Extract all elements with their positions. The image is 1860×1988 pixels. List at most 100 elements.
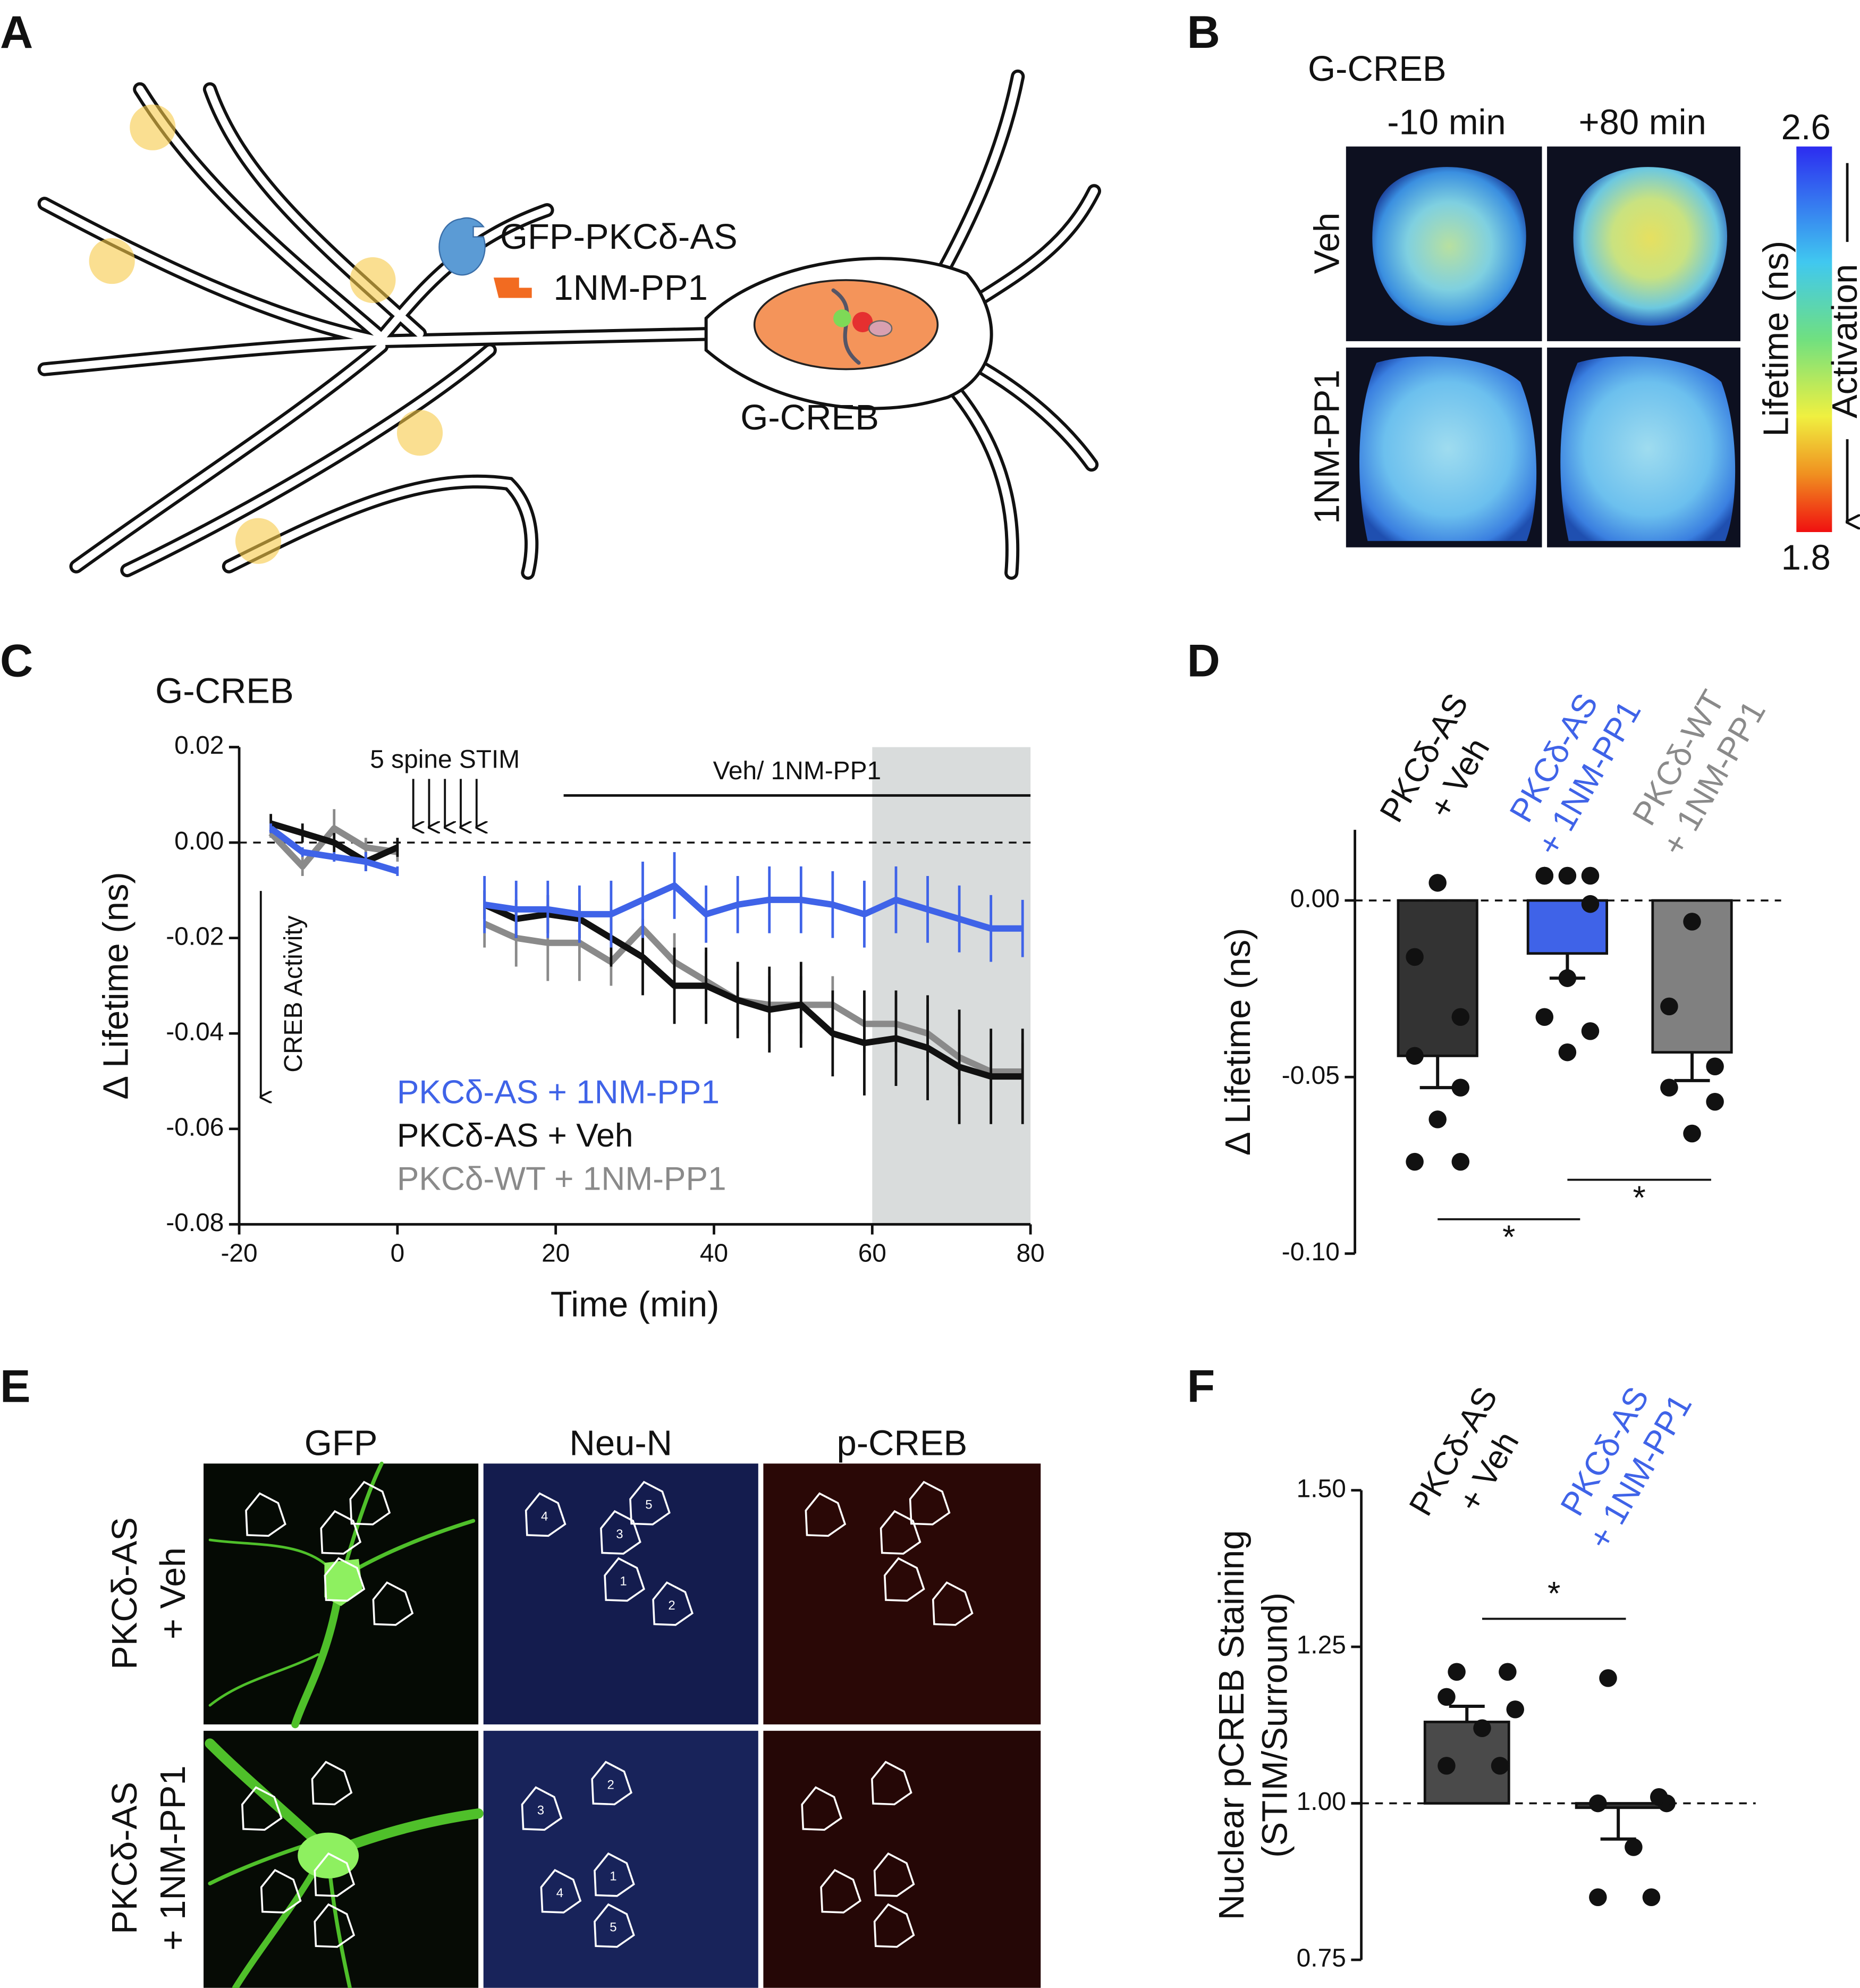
row-label: + Veh (153, 1547, 193, 1639)
roi-outline (880, 1510, 921, 1555)
roi-outline (314, 1903, 356, 1948)
column-label: p-CREB (836, 1423, 967, 1463)
treatment-label: Veh/ 1NM-PP1 (713, 757, 882, 785)
microscopy-images (204, 1461, 1041, 1988)
y-tick-label: 1.25 (1297, 1631, 1346, 1660)
roi-outline (245, 1492, 286, 1537)
flim-images (1346, 146, 1847, 547)
data-point (1642, 1888, 1661, 1907)
roi-outline (871, 1760, 912, 1806)
y-tick-label: 0.75 (1297, 1944, 1346, 1973)
data-point (1506, 1700, 1524, 1719)
roi-outline (314, 1852, 356, 1897)
data-point (1683, 1124, 1701, 1143)
roi-label: 5 (645, 1498, 652, 1512)
data-point (1406, 1152, 1424, 1171)
chart-title: G-CREB (155, 671, 294, 711)
data-point (1491, 1757, 1509, 1775)
roi-outline (594, 1903, 635, 1948)
roi-label: 1 (610, 1869, 616, 1884)
roi-outline (883, 1557, 925, 1602)
roi-outline (525, 1492, 567, 1537)
roi-outline (372, 1581, 414, 1626)
y-tick-label: -0.06 (166, 1113, 224, 1141)
data-point (1448, 1663, 1466, 1681)
column-label: -10 min (1387, 103, 1506, 142)
data-point (1558, 866, 1577, 885)
data-point (1499, 1663, 1517, 1681)
roi-outline (349, 1480, 391, 1526)
data-point (1581, 866, 1600, 885)
data-point (1599, 1669, 1617, 1687)
data-point (1406, 1047, 1424, 1065)
legend-entry: PKCδ-AS + Veh (397, 1117, 633, 1154)
significance-label: * (1633, 1180, 1646, 1216)
roi-outline (540, 1868, 582, 1914)
roi-label: 3 (616, 1527, 623, 1541)
roi-outline (311, 1760, 353, 1806)
x-tick-label: -20 (221, 1239, 257, 1267)
data-point (1451, 1152, 1470, 1171)
y-tick-label: -0.05 (1282, 1062, 1340, 1090)
data-point (1451, 1008, 1470, 1026)
roi-label: 2 (668, 1598, 675, 1613)
y-axis-label: Nuclear pCREB Staining (1212, 1530, 1252, 1920)
roi-outline (820, 1868, 861, 1914)
roi-label: 1 (620, 1574, 627, 1588)
x-tick-label: 80 (1017, 1239, 1045, 1267)
data-point (1428, 874, 1447, 892)
roi-label: 5 (610, 1920, 616, 1935)
stim-label: 5 spine STIM (370, 746, 520, 774)
label: 1NM-PP1 (553, 268, 707, 308)
roi-outline (521, 1786, 563, 1831)
category-label: PKCδ-WT+ 1NM-PP1 (1626, 684, 1773, 862)
data-point (1706, 1057, 1724, 1076)
roi-outline (241, 1786, 283, 1831)
significance-label: * (1548, 1576, 1560, 1612)
y-axis-label: Δ Lifetime (ns) (96, 872, 136, 1099)
roi-outline (652, 1581, 694, 1626)
column-label: GFP (305, 1423, 378, 1463)
category-label: PKCδ-AS+ Veh (1402, 1381, 1526, 1522)
panel-label: D (1187, 636, 1220, 687)
category-label: PKCδ-AS+ Veh (1373, 687, 1497, 828)
y-axis-label: (STIM/Surround) (1255, 1593, 1295, 1858)
roi-label: 4 (541, 1509, 548, 1523)
column-label: Neu-N (569, 1423, 672, 1463)
y-tick-label: 0.02 (174, 731, 224, 760)
y-tick-label: 0.00 (1290, 885, 1340, 913)
row-label: PKCδ-AS (105, 1517, 145, 1670)
y-tick-label: 0.00 (174, 827, 224, 855)
x-tick-label: 20 (542, 1239, 570, 1267)
data-point (1660, 997, 1678, 1016)
legend-entry: PKCδ-AS + 1NM-PP1 (397, 1074, 720, 1111)
data-point (1706, 1092, 1724, 1111)
colorbar-label: Lifetime (ns) (1756, 241, 1796, 437)
data-point (1438, 1757, 1456, 1775)
shaded-region (872, 747, 1031, 1225)
row-label: PKCδ-AS (105, 1782, 145, 1934)
roi-label: 3 (537, 1803, 544, 1817)
label: GFP-PKCδ-AS (500, 217, 738, 257)
roi-label: 4 (556, 1886, 563, 1900)
y-tick-label: -0.08 (166, 1209, 224, 1237)
x-tick-label: 60 (858, 1239, 886, 1267)
category-label: PKCδ-AS+ 1NM-PP1 (1503, 687, 1648, 862)
bar (1397, 899, 1478, 1057)
data-point (1625, 1838, 1643, 1856)
panel-label: A (0, 7, 33, 58)
x-tick-label: 0 (391, 1239, 405, 1267)
data-point (1406, 948, 1424, 966)
series-line (269, 820, 1023, 1080)
roi-label: 2 (607, 1778, 614, 1792)
data-point (1581, 1022, 1600, 1040)
category-label: PKCδ-AS+ 1NM-PP1 (1554, 1381, 1700, 1555)
y-tick-label: 1.50 (1297, 1475, 1346, 1503)
data-point (1581, 895, 1600, 913)
data-point (1535, 1008, 1554, 1026)
label: G-CREB (740, 398, 879, 437)
roi-outline (805, 1492, 847, 1537)
data-point (1438, 1688, 1456, 1706)
